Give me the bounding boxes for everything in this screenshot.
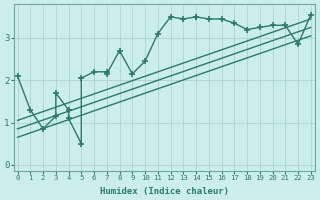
X-axis label: Humidex (Indice chaleur): Humidex (Indice chaleur) <box>100 187 229 196</box>
